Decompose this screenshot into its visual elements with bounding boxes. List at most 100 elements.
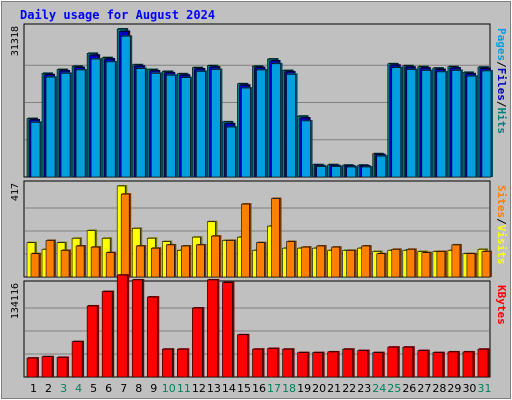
- bar: [192, 307, 203, 378]
- bar: [196, 244, 205, 278]
- bar: [271, 63, 281, 178]
- bar: [131, 279, 143, 378]
- x-tick-label: 10: [162, 382, 176, 395]
- bar: [331, 246, 340, 278]
- bar: [56, 357, 68, 378]
- bar: [271, 198, 280, 278]
- bar: [447, 351, 459, 378]
- side-label-part: /: [495, 218, 508, 225]
- side-label-part: Hits: [495, 108, 508, 135]
- bar: [60, 73, 71, 178]
- bar: [331, 166, 341, 178]
- bar: [346, 250, 355, 278]
- panel-max-label: 134116: [10, 283, 21, 319]
- side-label-part: Files: [495, 68, 508, 101]
- x-tick-label: 4: [75, 382, 82, 395]
- bar: [462, 351, 474, 378]
- bar: [226, 126, 236, 178]
- bar: [432, 352, 444, 378]
- chart-title: Daily usage for August 2024: [20, 8, 215, 22]
- panel-side-label: KBytes: [495, 285, 508, 325]
- bar: [316, 245, 325, 278]
- bar: [101, 291, 113, 378]
- x-tick-label: 13: [207, 382, 221, 395]
- bar: [120, 193, 130, 278]
- bar: [342, 348, 353, 378]
- bar: [135, 245, 145, 278]
- bar: [150, 247, 160, 278]
- bar: [372, 352, 384, 378]
- side-label-part: Pages: [495, 28, 508, 61]
- bar: [41, 356, 53, 378]
- panel-max-label: 417: [10, 183, 21, 201]
- panel-side-label: Pages/Files/Hits: [495, 28, 508, 134]
- bar: [135, 68, 146, 178]
- bar: [391, 249, 401, 278]
- side-label-part: KBytes: [495, 285, 508, 325]
- x-tick-label: 23: [357, 382, 371, 395]
- x-tick-label: 21: [327, 382, 341, 395]
- bar: [90, 58, 101, 178]
- x-tick-label: 5: [90, 382, 97, 395]
- x-tick-label: 22: [342, 382, 356, 395]
- x-tick-label: 1: [30, 382, 37, 395]
- x-tick-label: 17: [267, 382, 281, 395]
- x-tick-label: 9: [150, 382, 157, 395]
- bar: [346, 166, 356, 178]
- bar: [376, 155, 387, 178]
- x-tick-label: 8: [135, 382, 142, 395]
- series-kbytes: [26, 274, 490, 378]
- bar: [86, 305, 98, 378]
- bar: [181, 245, 190, 278]
- bar: [421, 70, 432, 178]
- x-tick-label: 14: [222, 382, 236, 395]
- x-tick-label: 19: [297, 382, 311, 395]
- bar: [120, 35, 131, 178]
- bar: [436, 251, 446, 278]
- bar: [105, 252, 115, 278]
- bar: [211, 69, 221, 178]
- x-tick-label: 11: [177, 382, 191, 395]
- bar: [256, 69, 266, 178]
- bar: [451, 70, 462, 178]
- bar: [256, 242, 265, 278]
- x-tick-label: 16: [252, 382, 266, 395]
- bar: [26, 357, 38, 378]
- x-tick-label: 18: [282, 382, 296, 395]
- x-tick-label: 30: [462, 382, 476, 395]
- side-label-part: Visits: [495, 225, 508, 265]
- bar: [60, 250, 70, 278]
- bar: [146, 296, 158, 378]
- bar: [316, 166, 326, 178]
- panel-max-label: 31318: [10, 26, 21, 56]
- bar: [252, 348, 263, 378]
- bar: [391, 67, 402, 178]
- bar: [417, 350, 429, 378]
- bar: [161, 348, 173, 378]
- bar: [71, 341, 83, 378]
- bar: [357, 350, 369, 378]
- bar: [30, 122, 41, 178]
- series-pages: [30, 35, 493, 178]
- bar: [297, 352, 308, 378]
- bar: [241, 87, 251, 178]
- x-tick-label: 25: [387, 382, 401, 395]
- bar: [376, 253, 386, 278]
- series-sites: [30, 193, 492, 278]
- bar: [451, 244, 461, 278]
- x-tick-label: 15: [237, 382, 251, 395]
- bar: [211, 235, 220, 278]
- bar: [207, 279, 218, 378]
- bar: [301, 120, 311, 178]
- x-tick-label: 2: [45, 382, 52, 395]
- bar: [301, 246, 310, 278]
- bar: [466, 75, 477, 178]
- x-tick-label: 26: [402, 382, 416, 395]
- x-tick-label: 3: [60, 382, 67, 395]
- bar: [436, 71, 447, 178]
- x-tick-label: 20: [312, 382, 326, 395]
- bar: [267, 348, 278, 378]
- side-label-part: Sites: [495, 185, 508, 218]
- bar: [165, 74, 176, 178]
